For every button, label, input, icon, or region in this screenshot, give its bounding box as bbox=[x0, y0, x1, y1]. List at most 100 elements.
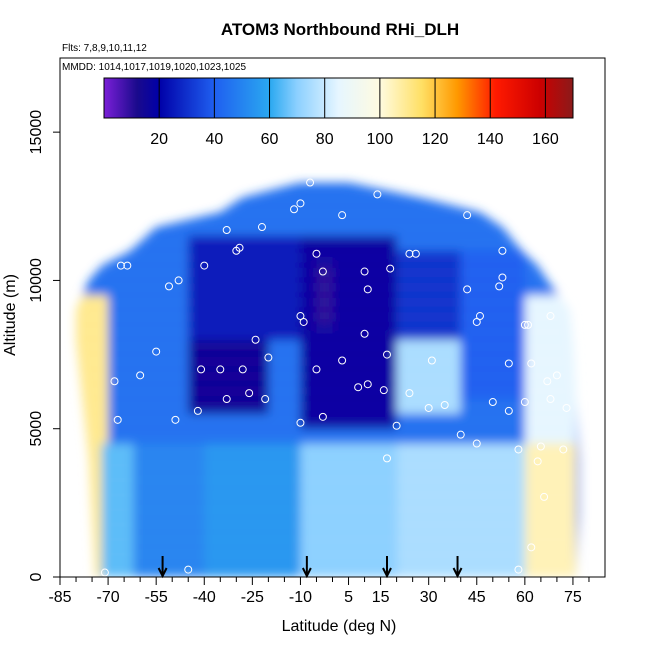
colorbar-tick-label: 160 bbox=[532, 131, 559, 148]
sample-point bbox=[379, 386, 388, 395]
sample-point bbox=[222, 395, 231, 404]
sample-point bbox=[165, 282, 173, 291]
sample-point bbox=[116, 261, 125, 270]
field-streak bbox=[76, 568, 580, 571]
sample-point bbox=[475, 312, 484, 321]
field-streak bbox=[76, 434, 580, 437]
sample-point bbox=[495, 282, 504, 291]
sample-point bbox=[257, 223, 266, 232]
sample-point bbox=[514, 445, 523, 454]
sample-point bbox=[405, 389, 414, 398]
sample-point bbox=[238, 365, 247, 374]
sample-point bbox=[373, 190, 382, 199]
sample-point bbox=[524, 320, 533, 329]
sample-point bbox=[296, 199, 305, 208]
sample-point bbox=[546, 395, 555, 404]
sample-point bbox=[245, 389, 254, 398]
y-tick-label: 15000 bbox=[28, 110, 45, 155]
field-streak bbox=[76, 493, 580, 496]
sample-point bbox=[338, 356, 347, 365]
field-streak bbox=[76, 404, 580, 407]
sample-point bbox=[129, 223, 138, 232]
sample-point bbox=[498, 273, 507, 282]
x-tick-label: -10 bbox=[289, 589, 312, 606]
y-tick-label: 0 bbox=[28, 572, 45, 581]
x-tick-label: 75 bbox=[564, 589, 582, 606]
sample-point bbox=[527, 359, 536, 368]
x-tick-label: -85 bbox=[48, 589, 71, 606]
sample-point bbox=[472, 317, 481, 326]
sample-point bbox=[405, 249, 414, 258]
field-streak bbox=[76, 197, 580, 200]
sample-point bbox=[136, 371, 145, 380]
field-streak bbox=[76, 538, 580, 541]
x-axis: -85 -70 -55 -40 -25 -10 5 15 30 45 60 75 bbox=[48, 577, 590, 606]
sample-point bbox=[498, 246, 507, 255]
colorbar-ticks: 20 40 60 80 100 120 140 160 bbox=[150, 78, 559, 148]
sample-point bbox=[562, 403, 571, 412]
flights-label: Flts: 7,8,9,10,11,12 bbox=[62, 43, 147, 54]
chart-title: ATOM3 Northbound RHi_DLH bbox=[221, 20, 459, 39]
sample-point bbox=[411, 249, 420, 258]
field-streak bbox=[76, 464, 580, 467]
sample-point bbox=[488, 398, 497, 407]
sample-point bbox=[360, 329, 369, 338]
sample-point bbox=[456, 430, 465, 439]
sample-point bbox=[552, 371, 561, 380]
sample-point bbox=[520, 320, 529, 329]
sample-point bbox=[184, 565, 193, 574]
sample-point bbox=[200, 261, 209, 270]
y-axis: 0 5000 10000 15000 bbox=[28, 110, 60, 581]
colorbar-fill bbox=[103, 77, 574, 119]
colorbar-tick-label: 140 bbox=[477, 131, 504, 148]
x-tick-label: 5 bbox=[344, 589, 353, 606]
flight-marker-head bbox=[382, 567, 392, 579]
sample-point bbox=[520, 398, 529, 407]
sample-point bbox=[318, 412, 327, 421]
sample-point bbox=[312, 249, 321, 258]
y-axis-label: Altitude (m) bbox=[2, 274, 19, 356]
colorbar-tick-label: 60 bbox=[261, 131, 279, 148]
sample-point bbox=[123, 261, 132, 270]
field-streak bbox=[76, 523, 580, 526]
sample-point bbox=[514, 565, 523, 574]
sample-point bbox=[363, 380, 372, 389]
sample-points bbox=[100, 178, 571, 577]
field-streak bbox=[76, 301, 580, 304]
field-streak bbox=[76, 330, 580, 333]
rhi-field bbox=[76, 182, 580, 577]
field-streak bbox=[76, 271, 580, 274]
sample-point bbox=[463, 285, 472, 294]
x-tick-label: 30 bbox=[420, 589, 438, 606]
sample-point bbox=[354, 383, 363, 392]
sample-point bbox=[296, 418, 305, 427]
sample-point bbox=[546, 312, 555, 321]
sample-point bbox=[312, 365, 321, 374]
y-tick-label: 5000 bbox=[28, 411, 45, 447]
sample-point bbox=[543, 377, 552, 386]
field-streak bbox=[76, 345, 580, 348]
flight-marker-head bbox=[301, 567, 312, 579]
field-streak bbox=[76, 227, 580, 230]
x-tick-label: -55 bbox=[145, 589, 168, 606]
field-streak bbox=[76, 449, 580, 452]
flight-marker-head bbox=[452, 567, 463, 579]
colorbar-tick-label: 80 bbox=[316, 131, 334, 148]
x-tick-label: 45 bbox=[468, 589, 486, 606]
sample-point bbox=[296, 312, 305, 321]
y-tick-label: 10000 bbox=[28, 258, 45, 303]
sample-point bbox=[222, 226, 231, 235]
sample-point bbox=[290, 205, 299, 214]
sample-point bbox=[171, 415, 180, 424]
sample-point bbox=[386, 264, 395, 273]
field-cell bbox=[316, 265, 333, 325]
sample-point bbox=[318, 267, 327, 276]
colorbar-tick-label: 100 bbox=[367, 131, 394, 148]
sample-point bbox=[360, 267, 369, 276]
field-streak bbox=[76, 419, 580, 422]
sample-point bbox=[559, 445, 568, 454]
sample-point bbox=[536, 442, 545, 451]
colorbar-tick-label: 40 bbox=[205, 131, 223, 148]
field-streak bbox=[76, 508, 580, 511]
